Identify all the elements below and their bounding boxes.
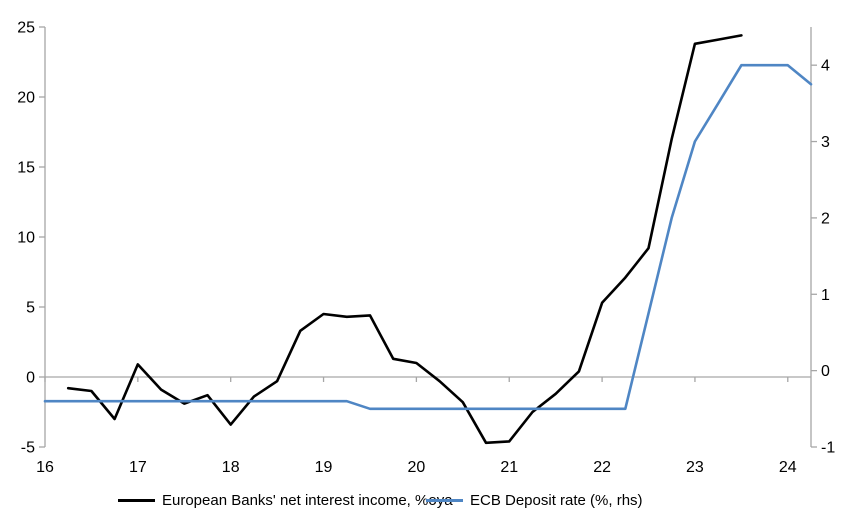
y-axis-right-label: 2 bbox=[821, 210, 830, 227]
x-axis-label: 23 bbox=[686, 459, 704, 476]
x-axis-label: 18 bbox=[222, 459, 240, 476]
nii-legend-label: European Banks' net interest income, %oy… bbox=[162, 491, 453, 509]
y-axis-right-label: 0 bbox=[821, 363, 830, 380]
x-axis-label: 20 bbox=[407, 459, 425, 476]
nii-series-line bbox=[66, 34, 743, 445]
legend-item-nii: European Banks' net interest income, %oy… bbox=[118, 489, 453, 511]
ecb-legend-swatch bbox=[426, 498, 463, 502]
x-axis-label: 24 bbox=[779, 459, 797, 476]
ecb-legend-label: ECB Deposit rate (%, rhs) bbox=[470, 491, 643, 509]
legend-item-ecb: ECB Deposit rate (%, rhs) bbox=[426, 489, 643, 511]
y-axis-right-label: 4 bbox=[821, 58, 830, 75]
nii-legend-swatch bbox=[118, 498, 155, 502]
y-axis-left-label: 15 bbox=[17, 160, 35, 177]
legend: European Banks' net interest income, %oy… bbox=[0, 489, 852, 511]
y-axis-left-label: 0 bbox=[26, 370, 35, 387]
x-axis-label: 22 bbox=[593, 459, 611, 476]
ecb-rate-series-line bbox=[43, 63, 813, 411]
x-axis-label: 19 bbox=[315, 459, 333, 476]
x-axis-label: 17 bbox=[129, 459, 147, 476]
y-axis-left-label: 20 bbox=[17, 90, 35, 107]
y-axis-right-label: 3 bbox=[821, 134, 830, 151]
y-axis-left-label: -5 bbox=[21, 440, 35, 457]
y-axis-left-label: 5 bbox=[26, 300, 35, 317]
y-axis-left-label: 25 bbox=[17, 20, 35, 37]
y-axis-right-label: -1 bbox=[821, 440, 835, 457]
y-axis-left-label: 10 bbox=[17, 230, 35, 247]
x-axis-label: 21 bbox=[500, 459, 518, 476]
x-axis-label: 16 bbox=[36, 459, 54, 476]
y-axis-right-label: 1 bbox=[821, 287, 830, 304]
